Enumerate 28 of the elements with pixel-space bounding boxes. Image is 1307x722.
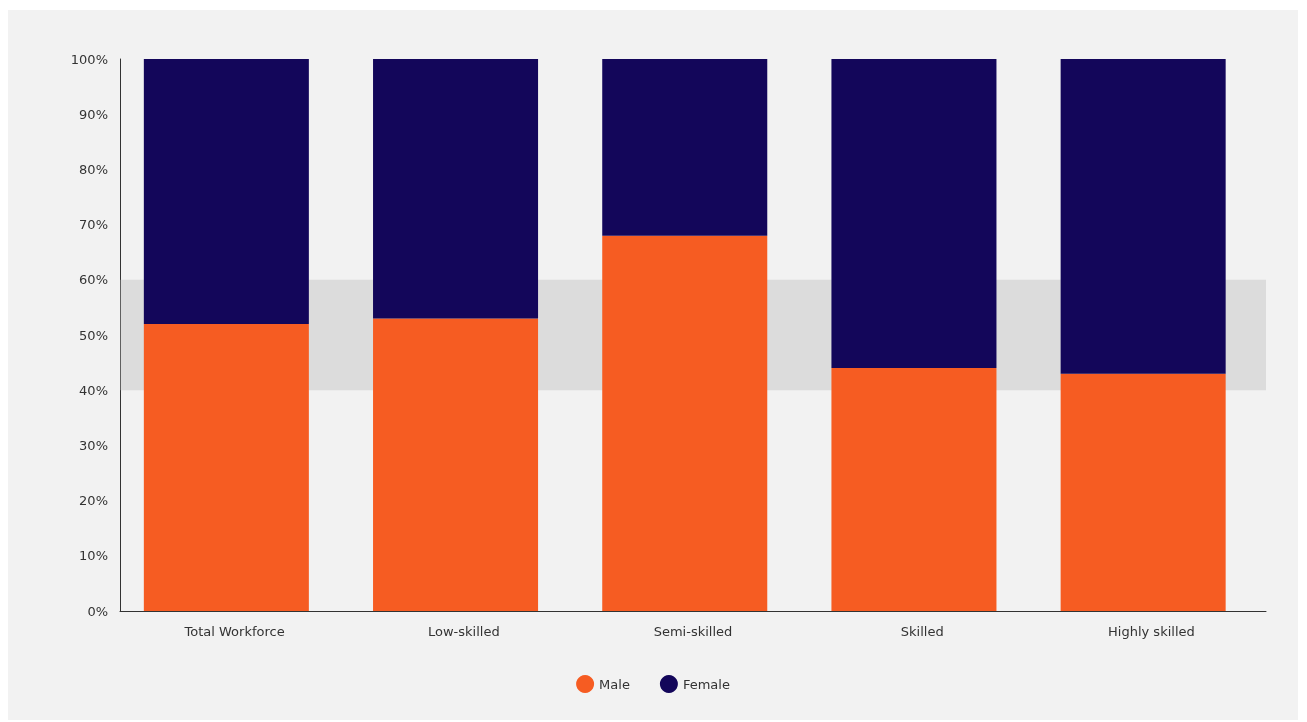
x-tick-label: Total Workforce xyxy=(183,624,285,639)
y-tick-label: 60% xyxy=(79,272,108,288)
x-tick-label: Semi-skilled xyxy=(653,624,733,639)
bar xyxy=(602,59,768,236)
y-tick-label: 100% xyxy=(70,51,108,67)
bar xyxy=(1060,373,1226,611)
y-tick-label: 0% xyxy=(87,603,108,619)
x-tick-label: Skilled xyxy=(900,624,944,639)
y-tick-label: 80% xyxy=(79,161,108,177)
bar xyxy=(831,368,997,611)
bar xyxy=(602,235,768,611)
bar xyxy=(373,59,539,319)
bar xyxy=(143,59,309,324)
x-tick-label: Low-skilled xyxy=(427,624,500,639)
y-tick-label: 90% xyxy=(79,106,108,122)
y-tick-label: 70% xyxy=(79,217,108,233)
bar xyxy=(373,318,539,611)
bar xyxy=(143,323,309,611)
legend-label: Male xyxy=(599,676,630,692)
y-tick-label: 10% xyxy=(79,548,108,564)
legend-label: Female xyxy=(682,676,730,692)
x-tick-label: Highly skilled xyxy=(1108,624,1195,639)
bar xyxy=(831,59,997,369)
y-tick-label: 50% xyxy=(79,327,108,343)
y-tick-label: 30% xyxy=(79,437,108,453)
y-tick-label: 20% xyxy=(79,493,108,509)
y-tick-label: 40% xyxy=(79,382,108,398)
bar xyxy=(1060,59,1226,374)
